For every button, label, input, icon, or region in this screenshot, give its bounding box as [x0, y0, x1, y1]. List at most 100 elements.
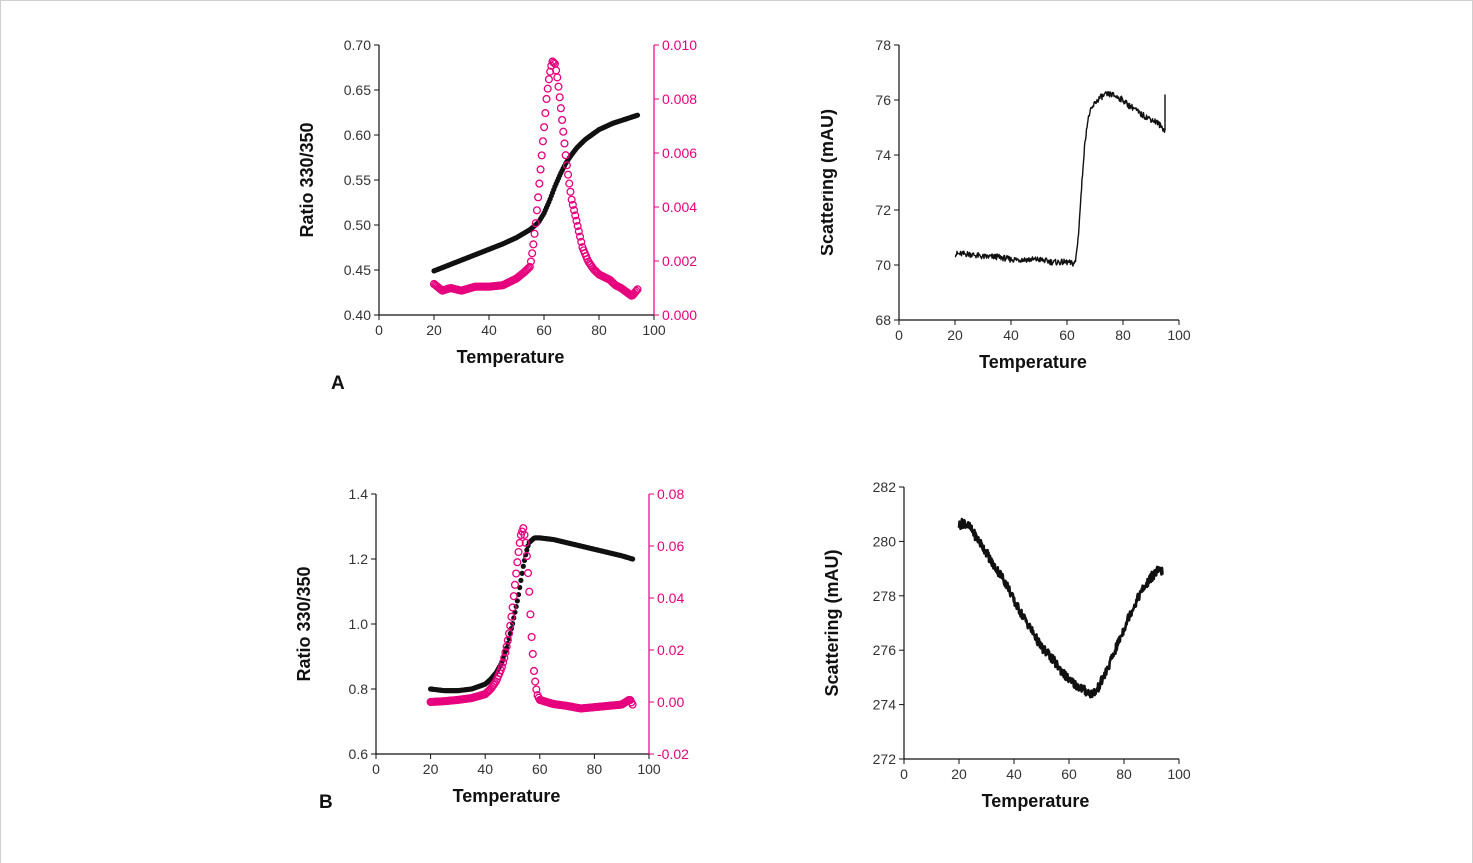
panel-label-a: A: [331, 373, 345, 394]
data-point: [543, 84, 552, 93]
x-axis-label: Temperature: [453, 786, 561, 806]
x-tick-label: 100: [637, 761, 661, 777]
y2-tick-label: 0.04: [657, 590, 684, 606]
x-tick-label: 0: [900, 766, 908, 782]
data-point: [516, 530, 525, 540]
x-tick-label: 80: [587, 761, 603, 777]
y-tick-label: 78: [875, 37, 891, 53]
y-tick-label: 1.4: [349, 486, 369, 502]
data-point: [560, 139, 569, 148]
data-series-line: [954, 91, 1166, 267]
y-tick-label: 0.50: [344, 217, 371, 233]
data-point: [544, 75, 553, 84]
data-point: [632, 286, 641, 295]
panel-label-b: B: [319, 792, 333, 813]
x-tick-label: 60: [532, 761, 548, 777]
data-point: [513, 558, 522, 567]
y2-tick-label: 0.06: [657, 538, 684, 554]
data-point: [525, 587, 534, 596]
data-point: [528, 249, 537, 258]
data-point: [532, 685, 541, 694]
x-tick-label: 80: [1116, 766, 1132, 782]
data-point: [572, 216, 581, 225]
x-tick-label: 60: [536, 322, 552, 338]
y-tick-label: 1.0: [349, 616, 369, 632]
x-tick-label: 40: [481, 322, 497, 338]
y-tick-label: 0.6: [349, 746, 369, 762]
x-tick-label: 20: [426, 322, 442, 338]
data-point: [530, 229, 539, 238]
y-axis-label: Scattering (mAU): [821, 109, 837, 256]
data-point: [549, 58, 558, 67]
y-tick-label: 0.55: [344, 172, 371, 188]
y2-tick-label: 0.008: [662, 91, 697, 107]
x-tick-label: 20: [951, 766, 967, 782]
data-point: [570, 206, 579, 215]
y2-tick-label: -0.02: [657, 746, 689, 762]
x-tick-label: 100: [642, 322, 666, 338]
data-point: [562, 161, 571, 170]
data-point: [558, 115, 567, 125]
data-point: [571, 211, 580, 220]
data-point: [542, 94, 551, 104]
data-point: [512, 569, 521, 578]
x-tick-label: 60: [1059, 327, 1075, 343]
x-tick-label: 80: [591, 322, 607, 338]
data-point: [577, 237, 586, 246]
data-point: [510, 580, 520, 589]
y-tick-label: 276: [873, 642, 897, 658]
x-axis-label: Temperature: [979, 352, 1087, 372]
data-point: [630, 556, 636, 562]
data-point: [529, 666, 539, 676]
y-tick-label: 274: [873, 697, 897, 713]
x-tick-label: 0: [375, 322, 383, 338]
y-tick-label: 1.2: [349, 551, 369, 567]
x-tick-label: 60: [1061, 766, 1077, 782]
y2-tick-label: 0.00: [657, 694, 684, 710]
x-tick-label: 40: [1003, 327, 1019, 343]
data-point: [525, 262, 534, 271]
x-tick-label: 100: [1167, 327, 1191, 343]
y2-tick-label: 0.08: [657, 486, 684, 502]
x-tick-label: 40: [477, 761, 493, 777]
data-point: [529, 240, 538, 249]
data-point: [504, 629, 514, 638]
x-tick-label: 0: [372, 761, 380, 777]
data-point: [507, 630, 513, 637]
chart-a-ratio: 0 20 40 60 80 100 0.40 0.45 0.50 0.55 0.60 0.65 0.70…: [297, 37, 697, 367]
data-point: [509, 592, 518, 601]
y-tick-label: 278: [873, 588, 897, 604]
y-tick-label: 72: [875, 202, 891, 218]
data-point: [501, 648, 510, 657]
y-axis-label: Ratio 330/350: [294, 566, 314, 681]
data-point: [507, 612, 516, 621]
data-point: [522, 552, 531, 561]
data-point: [634, 112, 641, 118]
data-point: [514, 547, 523, 557]
y2-tick-label: 0.010: [662, 37, 697, 53]
y-tick-label: 0.70: [344, 37, 371, 53]
data-point: [628, 700, 637, 709]
data-point: [556, 104, 565, 113]
y-tick-label: 280: [873, 533, 897, 549]
data-point: [575, 232, 585, 241]
y-tick-label: 0.45: [344, 262, 371, 278]
x-axis-label: Temperature: [982, 791, 1090, 811]
data-point: [519, 570, 525, 576]
data-point: [526, 610, 535, 619]
data-point: [554, 82, 563, 91]
data-point: [534, 193, 543, 202]
data-point: [538, 137, 547, 146]
y-tick-label: 76: [875, 92, 891, 108]
data-point: [523, 569, 533, 578]
y-tick-label: 0.65: [344, 82, 371, 98]
data-point: [567, 195, 576, 204]
x-tick-label: 0: [895, 327, 903, 343]
y-axis-label: Scattering (mAU): [822, 549, 842, 696]
data-point: [515, 538, 524, 547]
data-point: [526, 257, 536, 266]
x-tick-label: 20: [423, 761, 439, 777]
data-point: [531, 219, 540, 228]
data-point: [565, 179, 574, 188]
